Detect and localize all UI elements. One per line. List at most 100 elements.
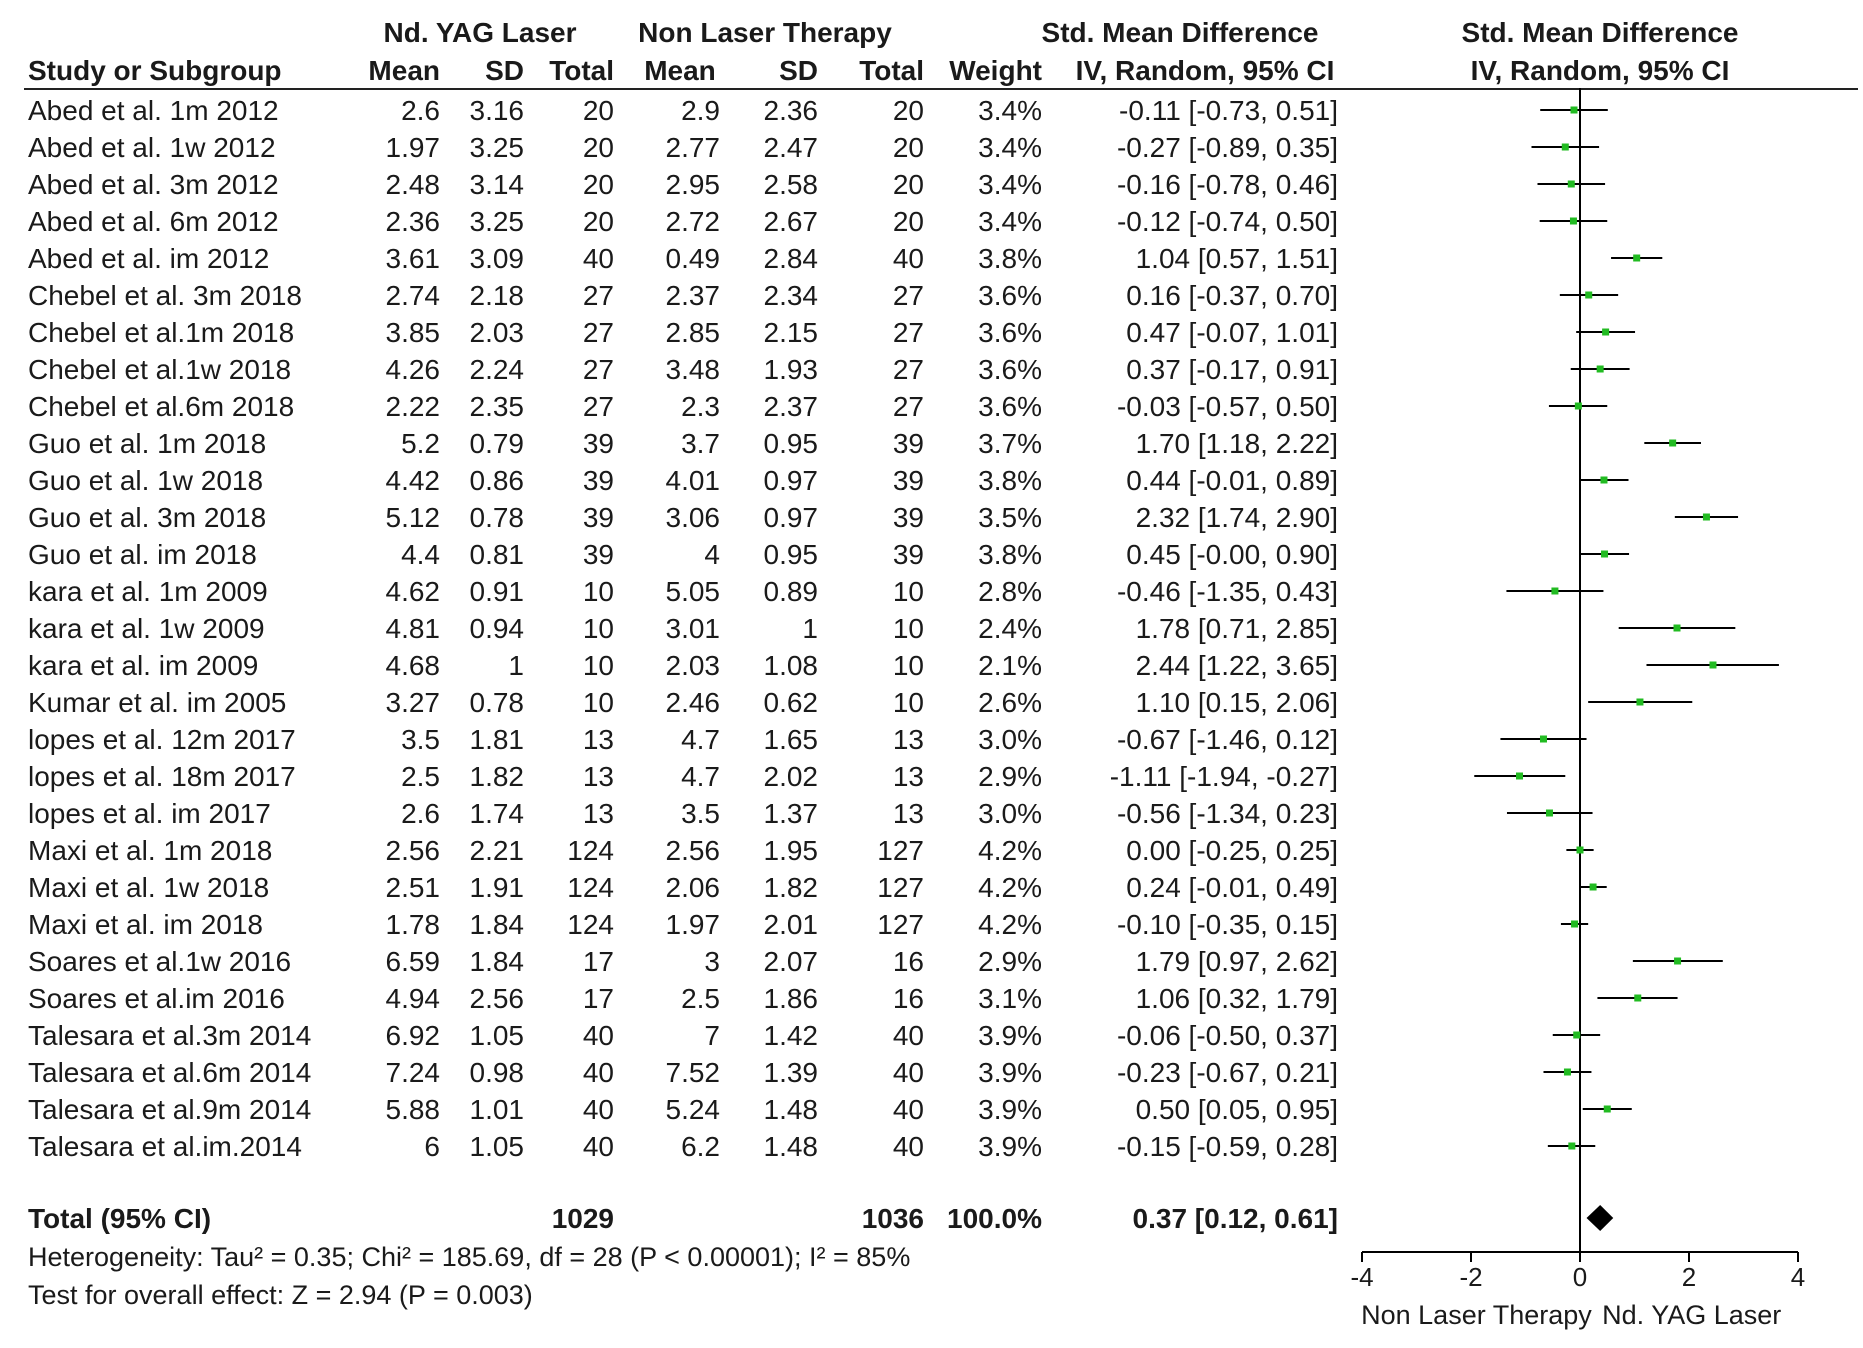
sd1-value: 2.03: [469, 317, 525, 348]
mean2-value: 0.49: [665, 243, 721, 274]
sd2-value: 1.93: [763, 354, 819, 385]
sd2-column-header: SD: [779, 55, 818, 86]
sd2-value: 1.48: [763, 1131, 819, 1162]
mean2-value: 6.2: [681, 1131, 720, 1162]
header-divider: [24, 88, 1858, 90]
sd1-value: 1.91: [469, 872, 525, 903]
mean1-value: 2.6: [401, 798, 440, 829]
mean2-value: 2.77: [665, 132, 721, 163]
total2-column-header: Total: [859, 55, 924, 86]
overall-effect-text: Test for overall effect: Z = 2.94 (P = 0…: [28, 1280, 533, 1310]
total2-value: 27: [892, 317, 924, 348]
point-estimate-marker: [1669, 439, 1677, 447]
smd-ci-value: 1.04 [0.57, 1.51]: [1135, 243, 1338, 274]
sd1-column-header: SD: [485, 55, 524, 86]
total2-value: 27: [892, 391, 924, 422]
sd1-value: 2.21: [469, 835, 525, 866]
total1-value: 10: [582, 613, 614, 644]
sd1-value: 0.94: [469, 613, 525, 644]
sd1-value: 3.16: [469, 95, 525, 126]
smd-ci-value: 1.06 [0.32, 1.79]: [1135, 983, 1338, 1014]
weight-value: 3.4%: [978, 132, 1042, 163]
weight-value: 4.2%: [978, 835, 1042, 866]
smd-plot-header: Std. Mean Difference: [1461, 17, 1739, 48]
mean1-value: 7.24: [385, 1057, 441, 1088]
weight-value: 3.9%: [978, 1094, 1042, 1125]
mean1-value: 4.26: [385, 354, 441, 385]
total2-value: 39: [892, 502, 924, 533]
weight-value: 3.6%: [978, 317, 1042, 348]
total2-value: 20: [892, 169, 924, 200]
total1-value: 27: [582, 354, 614, 385]
sd1-value: 1.01: [469, 1094, 525, 1125]
point-estimate-marker: [1601, 550, 1609, 558]
point-estimate-marker: [1636, 698, 1644, 706]
study-name: Guo et al. 3m 2018: [28, 502, 267, 533]
study-name: Chebel et al.1w 2018: [28, 354, 292, 385]
weight-value: 2.4%: [978, 613, 1042, 644]
study-name: Soares et al.1w 2016: [28, 946, 292, 977]
mean1-value: 4.42: [385, 465, 441, 496]
mean2-value: 2.56: [665, 835, 721, 866]
sd2-value: 1: [802, 613, 818, 644]
point-estimate-marker: [1545, 809, 1553, 817]
smd-ci-value: -1.11 [-1.94, -0.27]: [1109, 761, 1338, 792]
point-estimate-marker: [1561, 143, 1569, 151]
weight-value: 2.9%: [978, 946, 1042, 977]
total2-value: 127: [877, 872, 924, 903]
sd1-value: 1.05: [469, 1131, 525, 1162]
point-estimate-marker: [1596, 365, 1604, 373]
mean1-value: 4.4: [401, 539, 440, 570]
mean2-value: 2.46: [665, 687, 721, 718]
total2-value: 10: [892, 613, 924, 644]
heterogeneity-text: Heterogeneity: Tau² = 0.35; Chi² = 185.6…: [28, 1242, 911, 1272]
mean1-value: 6.92: [385, 1020, 441, 1051]
weight-value: 2.1%: [978, 650, 1042, 681]
total2-value: 16: [892, 983, 924, 1014]
total-n2: 1036: [861, 1203, 924, 1234]
mean2-value: 5.24: [665, 1094, 721, 1125]
mean1-value: 4.68: [385, 650, 441, 681]
smd-ci-value: 1.79 [0.97, 2.62]: [1135, 946, 1338, 977]
sd2-value: 1.39: [763, 1057, 819, 1088]
sd2-value: 1.48: [763, 1094, 819, 1125]
mean1-value: 2.74: [385, 280, 441, 311]
x-tick-label: 4: [1791, 1262, 1805, 1292]
mean2-value: 2.37: [665, 280, 721, 311]
x-tick-label: -4: [1350, 1262, 1373, 1292]
sd1-value: 1: [508, 650, 524, 681]
total1-value: 39: [582, 465, 614, 496]
total1-column-header: Total: [549, 55, 614, 86]
sd2-value: 0.62: [763, 687, 819, 718]
point-estimate-marker: [1551, 587, 1559, 595]
point-estimate-marker: [1539, 735, 1547, 743]
mean1-value: 4.94: [385, 983, 441, 1014]
total2-value: 10: [892, 687, 924, 718]
sd2-value: 2.15: [763, 317, 819, 348]
mean2-value: 2.72: [665, 206, 721, 237]
smd-ci-value: 1.10 [0.15, 2.06]: [1135, 687, 1338, 718]
study-name: Chebel et al.6m 2018: [28, 391, 295, 422]
mean1-value: 3.61: [385, 243, 441, 274]
total1-value: 20: [582, 206, 614, 237]
study-name: Talesara et al.im.2014: [28, 1131, 302, 1162]
total1-value: 40: [582, 1020, 614, 1051]
sd2-value: 1.08: [763, 650, 819, 681]
sd2-value: 0.95: [763, 539, 819, 570]
ci-table-column-header: IV, Random, 95% CI: [1075, 55, 1335, 86]
mean2-value: 4.7: [681, 761, 720, 792]
smd-ci-value: -0.11 [-0.73, 0.51]: [1119, 95, 1338, 126]
sd1-value: 0.98: [469, 1057, 525, 1088]
smd-table-header: Std. Mean Difference: [1041, 17, 1319, 48]
mean2-value: 3: [704, 946, 720, 977]
smd-ci-value: -0.16 [-0.78, 0.46]: [1116, 169, 1338, 200]
group2-header: Non Laser Therapy: [638, 17, 892, 48]
smd-ci-value: -0.12 [-0.74, 0.50]: [1116, 206, 1338, 237]
total2-value: 40: [892, 1020, 924, 1051]
total1-value: 20: [582, 132, 614, 163]
sd2-value: 1.82: [763, 872, 819, 903]
total1-value: 40: [582, 1131, 614, 1162]
sd2-value: 2.47: [763, 132, 819, 163]
